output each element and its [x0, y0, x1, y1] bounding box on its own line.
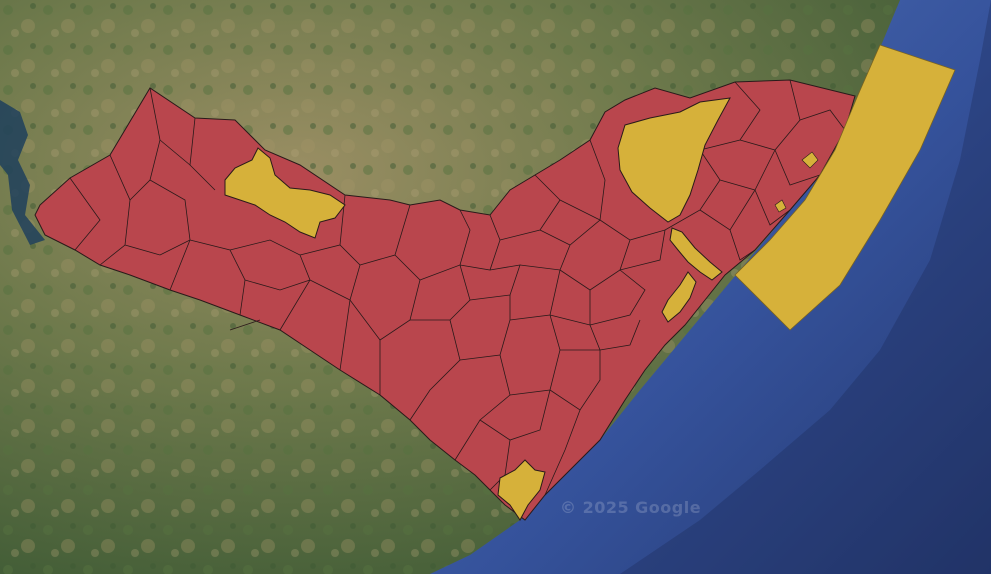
- offshore-zone[interactable]: [734, 44, 956, 331]
- deep-ocean: [620, 0, 991, 574]
- highlight-region-lagoon[interactable]: [661, 271, 697, 323]
- highlight-region-north[interactable]: [617, 97, 731, 223]
- municipal-borders: [69, 79, 846, 496]
- reservoir: [0, 100, 45, 245]
- map-attribution: © 2025 Google: [560, 498, 702, 517]
- highlight-region-west[interactable]: [224, 147, 346, 239]
- highlight-region-strip[interactable]: [669, 227, 723, 281]
- highlight-region-south[interactable]: [497, 459, 546, 521]
- highlight-islet-1: [801, 151, 819, 169]
- highlight-islet-2: [774, 199, 787, 213]
